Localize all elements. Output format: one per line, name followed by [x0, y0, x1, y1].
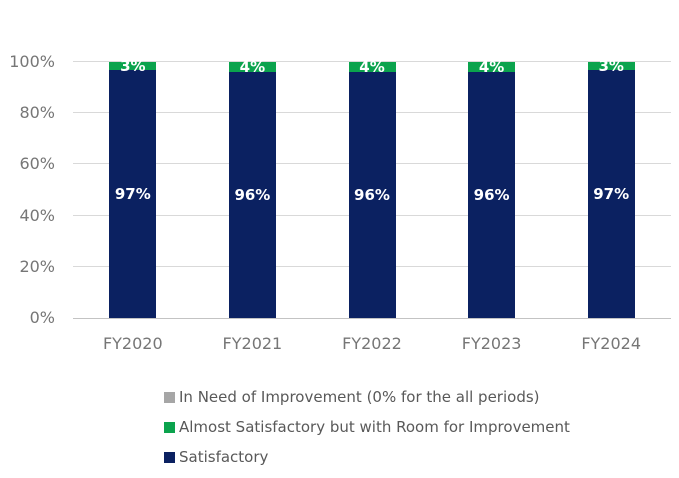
bar-segment-almost-satisfactory-fy2023 — [468, 62, 516, 73]
bar-label-almost-satisfactory-fy2020: 3% — [120, 56, 146, 75]
bar-segment-satisfactory-fy2023 — [468, 72, 516, 318]
legend-swatch-satisfactory — [164, 452, 175, 463]
bar-label-almost-satisfactory-fy2024: 3% — [598, 56, 624, 75]
bar-label-almost-satisfactory-fy2021: 4% — [239, 58, 266, 77]
y-tick-label-40: 40% — [19, 205, 55, 225]
bar-label-almost-satisfactory-fy2023: 4% — [478, 58, 505, 77]
legend-label-almost-satisfactory: Almost Satisfactory but with Room for Im… — [179, 418, 570, 436]
legend: In Need of Improvement (0% for the all p… — [164, 389, 570, 478]
y-tick-label-0: 0% — [29, 308, 55, 327]
bar-label-satisfactory-fy2022: 96% — [354, 186, 390, 205]
bar-segment-satisfactory-fy2024 — [587, 69, 635, 318]
x-tick-label-fy2020: FY2020 — [102, 334, 163, 353]
gridline-100 — [73, 61, 671, 62]
legend-swatch-in-need-of-improvement — [164, 392, 175, 403]
legend-swatch-almost-satisfactory — [164, 422, 175, 433]
x-axis-line — [73, 318, 671, 319]
bar-segment-satisfactory-fy2020 — [109, 69, 157, 318]
y-tick-label-20: 20% — [19, 256, 55, 276]
y-tick-label-80: 80% — [19, 103, 55, 123]
x-tick-label-fy2021: FY2021 — [222, 334, 283, 353]
bar-label-satisfactory-fy2020: 97% — [114, 184, 151, 203]
bar-segment-almost-satisfactory-fy2021 — [228, 62, 276, 73]
legend-item-almost-satisfactory: Almost Satisfactory but with Room for Im… — [164, 419, 570, 436]
x-tick-label-fy2022: FY2022 — [342, 334, 402, 353]
legend-item-satisfactory: Satisfactory — [164, 449, 570, 466]
bar-segment-almost-satisfactory-fy2022 — [348, 62, 396, 73]
bar-segment-satisfactory-fy2021 — [228, 72, 276, 318]
bar-label-satisfactory-fy2024: 97% — [593, 184, 630, 203]
bar-segment-almost-satisfactory-fy2020 — [109, 62, 157, 70]
legend-label-in-need-of-improvement: In Need of Improvement (0% for the all p… — [179, 388, 540, 406]
bar-label-satisfactory-fy2023: 96% — [473, 186, 510, 205]
y-tick-label-100: 100% — [9, 52, 55, 71]
bar-segment-satisfactory-fy2022 — [348, 72, 396, 318]
y-tick-label-60: 60% — [19, 154, 55, 174]
x-tick-label-fy2023: FY2023 — [461, 334, 522, 353]
x-tick-label-fy2024: FY2024 — [581, 334, 642, 353]
bar-label-satisfactory-fy2021: 96% — [234, 186, 271, 205]
legend-item-in-need-of-improvement: In Need of Improvement (0% for the all p… — [164, 389, 570, 406]
bar-label-almost-satisfactory-fy2022: 4% — [359, 58, 385, 77]
bar-segment-almost-satisfactory-fy2024 — [587, 62, 635, 70]
legend-label-satisfactory: Satisfactory — [179, 448, 269, 466]
plot-area: 97% 3% 96% 4% 96% 4% 96% 4% 97% 3% — [73, 57, 671, 319]
